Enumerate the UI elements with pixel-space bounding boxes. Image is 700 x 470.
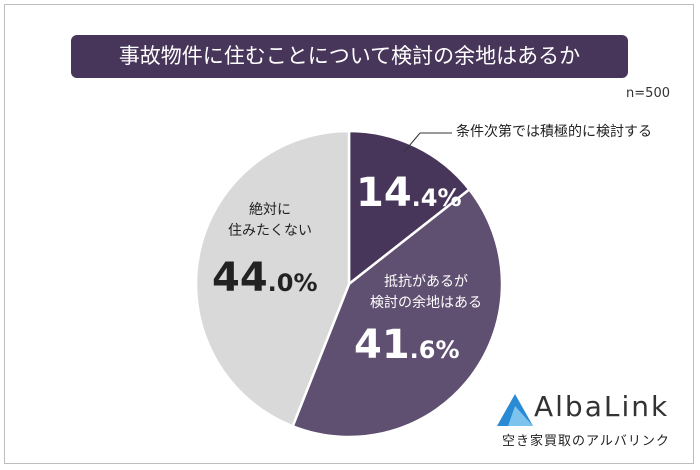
pie-slice-2 [194, 129, 351, 428]
chart-frame [4, 4, 694, 464]
slice-value-0: 14.4% [356, 170, 462, 216]
slice-label-1: 抵抗があるが 検討の余地はある [370, 274, 482, 311]
slice-value-1: 41.6% [354, 322, 460, 368]
pie-slice-1 [291, 187, 504, 439]
pie-slice-0 [347, 129, 472, 287]
slice-label-0: 条件次第では積極的に検討する [456, 124, 652, 140]
leader-line [403, 132, 421, 153]
slice-label-2: 絶対に 住みたくない [228, 202, 312, 239]
slice-value-2: 44.0% [212, 255, 318, 301]
logo-mark-icon [497, 394, 533, 426]
chart-title: 事故物件に住むことについて検討の余地はあるか [71, 35, 628, 78]
sample-size: n=500 [626, 86, 670, 101]
